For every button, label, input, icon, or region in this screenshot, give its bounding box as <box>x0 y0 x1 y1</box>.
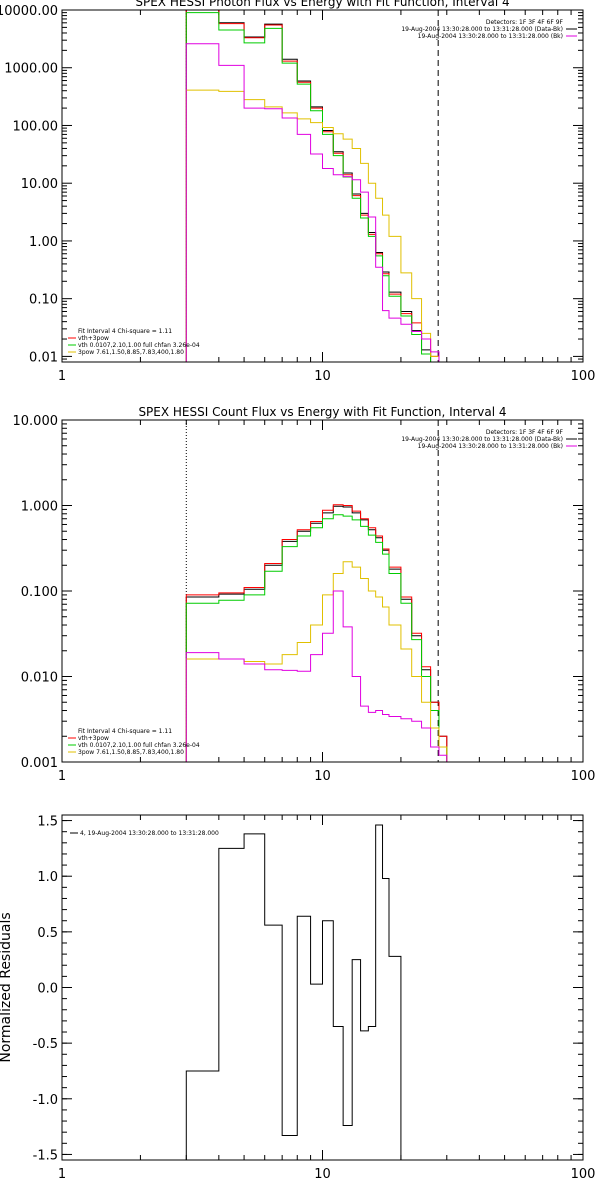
y-tick-label: 0.01 <box>29 350 58 365</box>
y-tick-label: 0.5 <box>37 926 58 941</box>
plot-frame <box>61 419 584 763</box>
x-tick-label: 1 <box>58 1167 66 1182</box>
y-tick-label: 1.000 <box>21 500 58 515</box>
legend-label: vth 0.0107,2.10,1.00 full chfan 3.26e-04 <box>78 342 200 349</box>
photon-flux-panel: SPEX HESSI Photon Flux vs Energy with Fi… <box>0 0 595 384</box>
info-label: 19-Aug-2004 13:30:28.000 to 13:31:28.000… <box>401 26 563 33</box>
x-tick-label: 1 <box>58 769 66 784</box>
y-axis-label: Normalized Residuals <box>0 912 14 1062</box>
legend-label: vth+3pow <box>78 735 109 742</box>
x-tick-label: 100 <box>571 369 596 384</box>
y-tick-label: 100.00 <box>13 119 59 134</box>
series-line-4 <box>185 43 448 362</box>
series-line-2 <box>185 12 432 362</box>
count-flux-panel: SPEX HESSI Count Flux vs Energy with Fit… <box>13 405 596 784</box>
series-line-0 <box>185 824 440 1160</box>
y-tick-label: 1000.00 <box>4 62 58 77</box>
y-tick-label: 0.10 <box>29 293 58 308</box>
y-tick-label: -1.5 <box>33 1148 58 1163</box>
x-tick-label: 100 <box>571 769 596 784</box>
legend-label: Fit Interval 4 Chi-square = 1.11 <box>78 328 172 335</box>
y-tick-label: -0.5 <box>33 1037 58 1052</box>
legend-label: Fit Interval 4 Chi-square = 1.11 <box>78 728 172 735</box>
y-tick-label: 1.00 <box>29 235 58 250</box>
y-tick-label: 1.0 <box>37 870 58 885</box>
legend-label: 4, 19-Aug-2004 13:30:28.000 to 13:31:28.… <box>80 830 219 837</box>
x-tick-label: 10 <box>314 769 331 784</box>
info-label: 19-Aug-2004 13:30:28.000 to 13:31:28.000… <box>401 436 563 443</box>
plot-area <box>185 824 440 1160</box>
y-tick-label: 10.00 <box>21 177 58 192</box>
legend-label: vth 0.0107,2.10,1.00 full chfan 3.26e-04 <box>78 742 200 749</box>
plot-area <box>185 10 448 362</box>
info-label: Detectors: 1F 3F 4F 6F 9F <box>486 19 564 26</box>
series-line-2 <box>185 514 448 762</box>
plot-area <box>185 504 448 762</box>
x-tick-label: 1 <box>58 369 66 384</box>
info-label: 19-Aug-2004 13:30:28.000 to 13:31:28.000… <box>418 443 563 450</box>
y-tick-label: -1.0 <box>33 1093 58 1108</box>
y-tick-label: 0.0 <box>37 982 58 997</box>
series-line-3 <box>185 561 448 762</box>
chart-title: SPEX HESSI Photon Flux vs Energy with Fi… <box>135 0 509 9</box>
y-tick-label: 0.100 <box>21 585 58 600</box>
legend-label: 3pow 7.61,1.50,8.85,7.83,400,1.80 <box>78 349 184 356</box>
y-tick-label: 1.5 <box>37 815 58 830</box>
info-label: Detectors: 1F 3F 4F 6F 9F <box>486 429 564 436</box>
plot-frame <box>61 9 584 363</box>
series-line-1 <box>185 504 448 762</box>
plot-frame <box>61 814 584 1161</box>
series-line-0 <box>185 505 448 762</box>
x-tick-label: 10 <box>314 1167 331 1182</box>
info-label: 19-Aug-2004 13:30:28.000 to 13:31:28.000… <box>418 33 563 40</box>
x-tick-label: 10 <box>314 369 331 384</box>
legend-label: vth+3pow <box>78 335 109 342</box>
chart-title: SPEX HESSI Count Flux vs Energy with Fit… <box>138 405 506 419</box>
y-tick-label: 0.001 <box>21 756 58 771</box>
y-tick-label: 0.010 <box>21 671 58 686</box>
y-tick-label: 10.000 <box>13 414 59 429</box>
x-tick-label: 100 <box>571 1167 596 1182</box>
series-line-3 <box>185 89 440 362</box>
legend-label: 3pow 7.61,1.50,8.85,7.83,400,1.80 <box>78 749 184 756</box>
y-tick-label: 10000.00 <box>0 4 58 19</box>
series-line-4 <box>185 590 448 762</box>
residuals-panel: Normalized Residuals 1 10 100 -1.5 -1.0 -0.5 0.… <box>0 814 596 1182</box>
